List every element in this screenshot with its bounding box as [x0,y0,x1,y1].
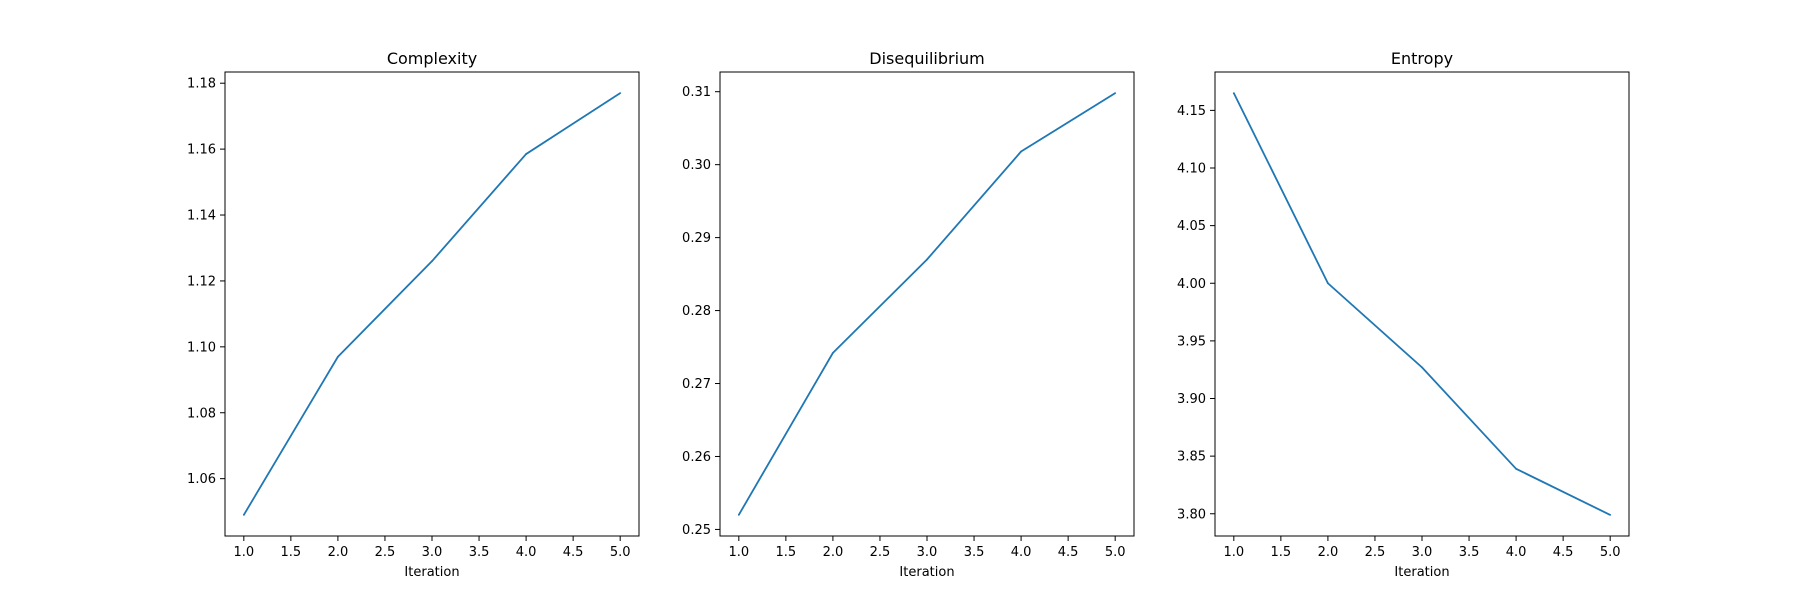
data-point [337,355,339,358]
y-tick-label: 1.08 [187,406,216,421]
x-tick-label: 1.0 [728,545,749,560]
y-tick-label: 0.25 [682,523,711,538]
y-tick-label: 3.85 [1177,450,1206,465]
data-point [1327,282,1329,285]
chart-title: Complexity [387,49,477,68]
x-tick-label: 5.0 [610,545,631,560]
x-axis: 1.0 1.5 2.0 2.5 3.0 3.5 4.0 4.5 5.0 [1223,536,1621,560]
x-tick-label: 2.0 [823,545,844,560]
x-tick-label: 4.5 [1553,545,1574,560]
line-series-layer [242,92,622,516]
y-tick-label: 0.26 [682,450,711,465]
data-point [1114,92,1117,95]
x-tick-label: 5.0 [1105,545,1126,560]
y-tick-label: 1.18 [187,77,216,92]
y-tick-label: 0.28 [682,304,711,319]
x-tick-label: 3.0 [1412,545,1433,560]
x-axis-label: Iteration [1394,565,1449,580]
y-tick-label: 4.05 [1177,219,1206,234]
data-point [525,153,527,155]
y-tick-label: 0.29 [682,231,711,246]
y-tick-label: 4.00 [1177,277,1206,292]
y-tick-label: 3.80 [1177,507,1206,522]
y-tick-label: 4.15 [1177,104,1206,119]
data-point [1515,467,1517,470]
subplot-complexity: Complexity 1.0 1.5 2.0 2.5 3.0 3.5 4.0 4.5 5.0 1… [187,49,640,580]
subplot-disequilibrium: Disequilibrium 1.0 1.5 2.0 2.5 3.0 3.5 4.0 4.5 5… [682,49,1135,580]
subplot-entropy: Entropy 1.0 1.5 2.0 2.5 3.0 3.5 4.0 4.5 5.0 3.80… [1177,49,1630,580]
y-tick-label: 0.30 [682,158,711,173]
y-axis: 3.80 3.85 3.90 3.95 4.00 4.05 4.10 4.15 [1177,104,1215,522]
x-axis-label: Iteration [404,565,459,580]
data-point [1020,150,1022,153]
x-tick-label: 1.0 [1223,545,1244,560]
x-tick-label: 3.0 [917,545,938,560]
x-tick-label: 3.5 [1459,545,1480,560]
data-point [926,258,928,261]
x-tick-label: 5.0 [1600,545,1621,560]
data-point [737,513,740,516]
x-axis: 1.0 1.5 2.0 2.5 3.0 3.5 4.0 4.5 5.0 [728,536,1126,560]
y-axis: 1.06 1.08 1.10 1.12 1.14 1.16 1.18 [187,77,225,487]
y-axis: 0.25 0.26 0.27 0.28 0.29 0.30 0.31 [682,85,720,538]
x-tick-label: 4.0 [516,545,537,560]
y-tick-label: 1.14 [187,209,216,224]
x-tick-label: 1.0 [233,545,254,560]
data-point [431,260,433,263]
y-tick-label: 4.10 [1177,162,1206,177]
y-tick-label: 3.95 [1177,334,1206,349]
data-point [619,92,622,94]
y-tick-label: 1.12 [187,274,216,289]
x-tick-label: 3.0 [422,545,443,560]
y-tick-label: 1.16 [187,143,216,158]
y-tick-label: 1.06 [187,472,216,487]
data-point [242,514,245,516]
y-tick-label: 3.90 [1177,392,1206,407]
x-tick-label: 2.0 [1318,545,1339,560]
x-tick-label: 2.0 [328,545,349,560]
data-point [1421,366,1423,369]
line-series-layer [1232,92,1612,516]
x-tick-label: 4.0 [1011,545,1032,560]
x-tick-label: 4.0 [1506,545,1527,560]
data-point [1609,514,1612,516]
x-axis: 1.0 1.5 2.0 2.5 3.0 3.5 4.0 4.5 5.0 [233,536,631,560]
y-tick-label: 0.31 [682,85,711,100]
x-tick-label: 1.5 [1271,545,1292,560]
y-tick-label: 1.10 [187,340,216,355]
x-tick-label: 1.5 [776,545,797,560]
x-tick-label: 1.5 [281,545,302,560]
chart-title: Entropy [1391,49,1453,68]
x-tick-label: 2.5 [1365,545,1386,560]
x-tick-label: 4.5 [1058,545,1079,560]
x-tick-label: 3.5 [964,545,985,560]
line-series-layer [737,92,1117,516]
x-tick-label: 2.5 [375,545,396,560]
x-axis-label: Iteration [899,565,954,580]
data-point [1232,92,1235,94]
x-tick-label: 2.5 [870,545,891,560]
x-tick-label: 3.5 [469,545,490,560]
x-tick-label: 4.5 [563,545,584,560]
data-point [832,351,834,354]
y-tick-label: 0.27 [682,377,711,392]
chart-title: Disequilibrium [869,49,984,68]
